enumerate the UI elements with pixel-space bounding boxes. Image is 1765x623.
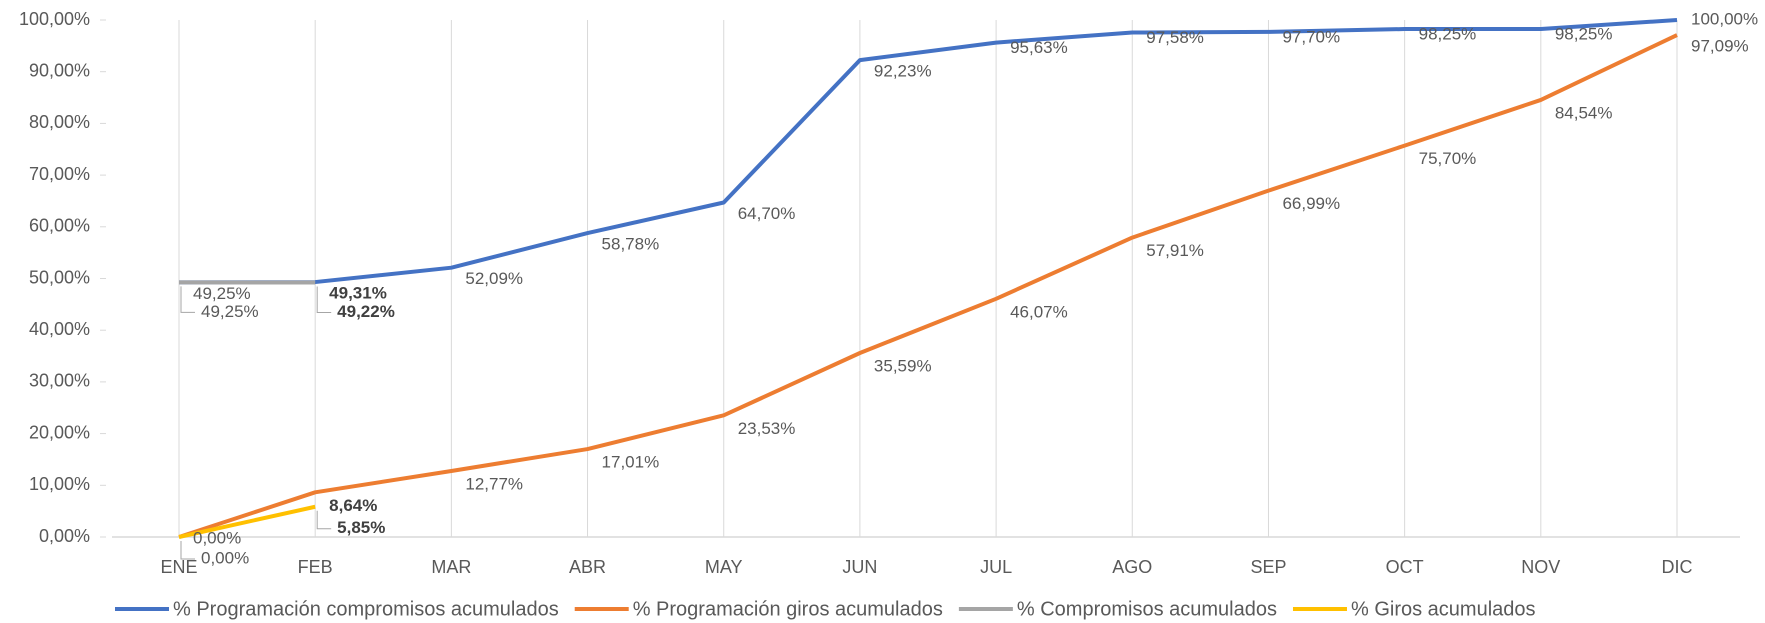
data-label: 12,77% bbox=[465, 474, 523, 493]
data-label: 75,70% bbox=[1419, 149, 1477, 168]
data-label: 98,25% bbox=[1555, 25, 1613, 44]
data-label: 92,23% bbox=[874, 62, 932, 81]
y-tick-label: 40,00% bbox=[29, 319, 90, 339]
legend-label: % Giros acumulados bbox=[1351, 598, 1536, 620]
x-tick-label: ENE bbox=[160, 557, 197, 577]
data-label: 49,31% bbox=[329, 284, 387, 303]
data-label: 66,99% bbox=[1282, 194, 1340, 213]
x-tick-label: MAY bbox=[705, 557, 743, 577]
data-label: 5,85% bbox=[337, 518, 385, 537]
data-label: 35,59% bbox=[874, 356, 932, 375]
legend-label: % Programación giros acumulados bbox=[633, 598, 943, 620]
x-tick-label: DIC bbox=[1662, 557, 1693, 577]
y-tick-label: 100,00% bbox=[19, 9, 90, 29]
leader-line bbox=[316, 286, 332, 314]
data-label: 98,25% bbox=[1419, 25, 1477, 44]
legend-label: % Compromisos acumulados bbox=[1017, 598, 1277, 620]
data-label: 97,09% bbox=[1691, 37, 1749, 56]
leader-line bbox=[180, 286, 195, 313]
y-tick-label: 50,00% bbox=[29, 267, 90, 287]
x-tick-label: JUL bbox=[980, 557, 1012, 577]
data-label: 95,63% bbox=[1010, 38, 1068, 57]
x-tick-label: AGO bbox=[1112, 557, 1152, 577]
leader-line bbox=[316, 510, 332, 530]
data-label: 84,54% bbox=[1555, 103, 1613, 122]
data-label: 49,25% bbox=[201, 302, 259, 321]
x-tick-label: NOV bbox=[1521, 557, 1560, 577]
x-tick-label: SEP bbox=[1250, 557, 1286, 577]
y-tick-label: 60,00% bbox=[29, 216, 90, 236]
series-line bbox=[178, 18, 1678, 285]
data-label: 49,25% bbox=[193, 284, 251, 303]
data-label: 64,70% bbox=[738, 204, 796, 223]
y-tick-label: 0,00% bbox=[39, 526, 90, 546]
data-label: 100,00% bbox=[1691, 9, 1758, 28]
x-tick-label: JUN bbox=[842, 557, 877, 577]
y-tick-label: 10,00% bbox=[29, 474, 90, 494]
series-line bbox=[178, 33, 1678, 539]
x-tick-label: ABR bbox=[569, 557, 606, 577]
y-tick-label: 70,00% bbox=[29, 164, 90, 184]
series-line bbox=[178, 504, 316, 539]
x-tick-label: FEB bbox=[298, 557, 333, 577]
data-label: 49,22% bbox=[337, 302, 395, 321]
data-label: 52,09% bbox=[465, 269, 523, 288]
data-label: 46,07% bbox=[1010, 302, 1068, 321]
y-tick-label: 20,00% bbox=[29, 422, 90, 442]
x-tick-label: MAR bbox=[431, 557, 471, 577]
data-label: 8,64% bbox=[329, 496, 377, 515]
y-tick-label: 30,00% bbox=[29, 371, 90, 391]
x-tick-label: OCT bbox=[1386, 557, 1424, 577]
y-tick-label: 90,00% bbox=[29, 60, 90, 80]
leader-line bbox=[180, 541, 195, 560]
y-tick-label: 80,00% bbox=[29, 112, 90, 132]
data-label: 0,00% bbox=[193, 528, 241, 547]
legend-label: % Programación compromisos acumulados bbox=[173, 598, 559, 620]
data-label: 17,01% bbox=[602, 453, 660, 472]
data-label: 97,70% bbox=[1282, 27, 1340, 46]
data-label: 0,00% bbox=[201, 548, 249, 567]
data-label: 58,78% bbox=[602, 235, 660, 254]
data-label: 23,53% bbox=[738, 419, 796, 438]
data-label: 97,58% bbox=[1146, 28, 1204, 47]
data-label: 57,91% bbox=[1146, 241, 1204, 260]
